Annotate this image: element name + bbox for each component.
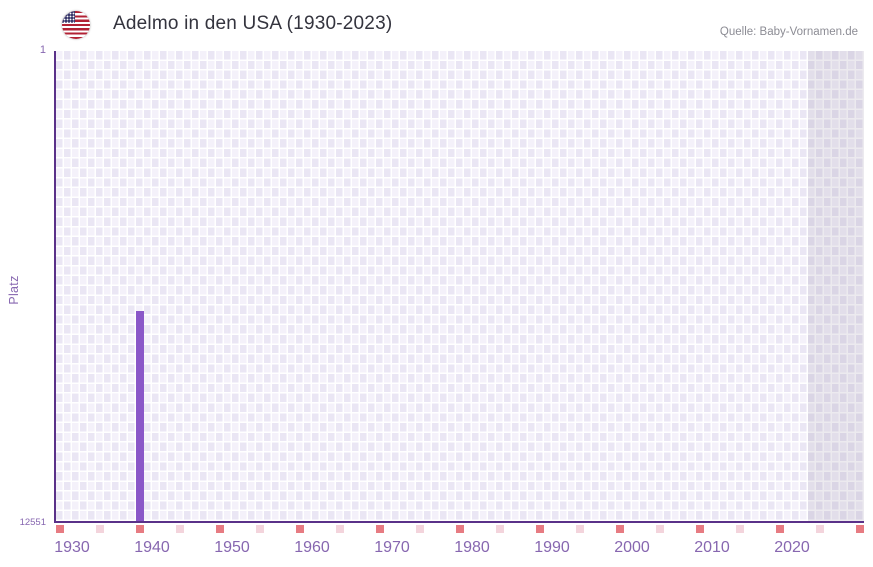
axis-mark-strong-1968: [376, 525, 384, 533]
axis-mark-light-2003: [656, 525, 664, 533]
page-title: Adelmo in den USA (1930-2023): [113, 13, 393, 34]
axis-mark-strong-1958: [296, 525, 304, 533]
axis-mark-light-1953: [256, 525, 264, 533]
no-data-region: [808, 51, 864, 521]
plot-area: [54, 51, 864, 523]
axis-mark-light-1943: [176, 525, 184, 533]
x-axis-ticks: 1930 1940 1950 1960 1970 1980 1990 2000 2010 2020: [0, 539, 873, 559]
y-tick-top: 1: [39, 44, 46, 56]
us-flag-icon: [62, 11, 90, 39]
x-tick-1930: 1930: [54, 539, 90, 556]
axis-mark-strong-1998: [616, 525, 624, 533]
axis-mark-light-1993: [576, 525, 584, 533]
axis-mark-strong-1978: [456, 525, 464, 533]
axis-mark-light-2013: [736, 525, 744, 533]
axis-mark-light-1933: [96, 525, 104, 533]
y-tick-bottom: 12551: [19, 517, 46, 528]
x-tick-2020: 2020: [774, 539, 810, 556]
axis-mark-strong-1988: [536, 525, 544, 533]
source-credit: Quelle: Baby-Vornamen.de: [719, 26, 858, 38]
axis-mark-light-2023: [816, 525, 824, 533]
x-tick-2010: 2010: [694, 539, 730, 556]
x-tick-1980: 1980: [454, 539, 490, 556]
x-tick-1950: 1950: [214, 539, 250, 556]
axis-mark-strong-2028: [856, 525, 864, 533]
rank-bar-1938[interactable]: [136, 311, 144, 521]
axis-mark-strong-1948: [216, 525, 224, 533]
axis-mark-light-1963: [336, 525, 344, 533]
axis-mark-strong-1928: [56, 525, 64, 533]
axis-mark-strong-2008: [696, 525, 704, 533]
five-year-marks-row: [56, 525, 864, 533]
us-flag-canton: [62, 11, 75, 23]
axis-mark-strong-1938: [136, 525, 144, 533]
x-tick-2000: 2000: [614, 539, 650, 556]
axis-mark-strong-2018: [776, 525, 784, 533]
axis-mark-light-1973: [416, 525, 424, 533]
chart-header: Adelmo in den USA (1930-2023) Quelle: Ba…: [0, 0, 873, 48]
x-tick-1960: 1960: [294, 539, 330, 556]
x-tick-1990: 1990: [534, 539, 570, 556]
x-tick-1970: 1970: [374, 539, 410, 556]
axis-mark-light-1983: [496, 525, 504, 533]
x-tick-1940: 1940: [134, 539, 170, 556]
y-axis-label: Platz: [7, 275, 21, 305]
